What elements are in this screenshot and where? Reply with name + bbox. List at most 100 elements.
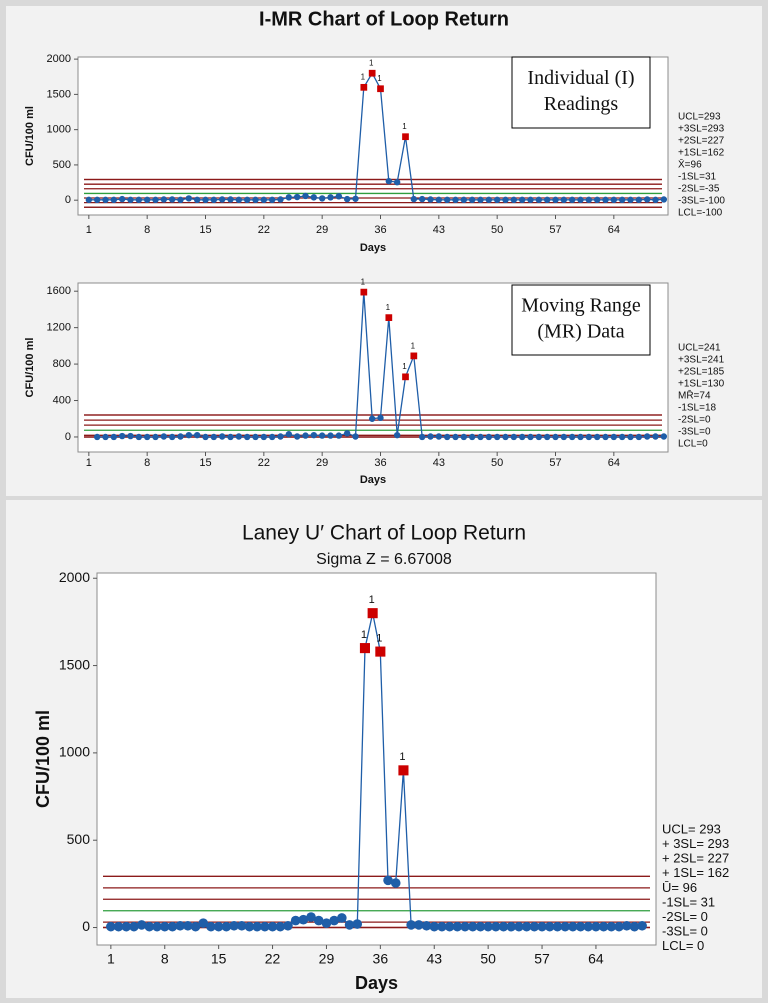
data-point [175,920,185,931]
data-point [152,196,159,204]
data-point [102,433,109,441]
data-point [335,193,343,200]
data-point [160,196,168,203]
data-point [518,196,526,204]
flagged-point [402,373,409,381]
data-point [535,433,543,441]
data-point [577,196,584,204]
y-tick-label: 0 [82,918,90,934]
data-point [552,196,559,204]
flagged-point [385,314,393,321]
control-limit-label: -1SL=31 [678,172,717,183]
data-point [468,433,476,441]
y-tick-label: 500 [53,159,71,171]
flag-label: 1 [361,73,366,82]
control-limit-label: + 1SL= 162 [662,865,729,880]
flagged-point [360,288,368,296]
control-limit-label: LCL=0 [678,439,708,450]
data-point [118,195,126,203]
flag-label: 1 [376,632,382,644]
data-point [444,921,455,932]
data-point [218,433,226,440]
data-point [243,196,251,204]
flag-label: 1 [386,303,391,312]
data-point [85,196,93,204]
data-point [627,196,634,204]
y-tick-label: 500 [67,831,91,847]
data-point [168,196,176,203]
data-point [136,920,147,930]
data-point [227,433,234,441]
flagged-point [398,765,409,776]
data-point [93,196,101,204]
data-point [185,431,193,439]
x-tick-label: 50 [491,224,503,236]
flag-label: 1 [399,751,405,763]
data-point [190,921,201,932]
data-point [144,921,155,932]
control-limit-label: -2SL=0 [678,415,711,426]
data-point [575,921,586,932]
data-point [202,433,209,441]
control-limit-label: + 3SL= 293 [662,836,729,851]
data-point [160,433,168,440]
control-limit-label: LCL=-100 [678,208,723,219]
data-point [106,921,116,932]
data-line [88,71,664,201]
data-point [329,915,339,926]
flag-label: 1 [411,341,416,350]
y-tick-label: 1600 [47,285,71,297]
data-point [460,196,468,204]
x-tick-label: 64 [588,951,604,967]
data-point [268,433,276,441]
data-point [485,433,493,441]
data-point [277,196,284,203]
flag-label: 1 [369,594,375,606]
data-point [643,433,651,440]
data-point [183,920,193,931]
data-point [321,918,332,928]
annotation: Readings [544,93,619,115]
chart-title: Laney U′ Chart of Loop Return [242,522,526,545]
data-point [560,196,568,204]
data-point [527,196,534,204]
data-point [510,433,518,441]
y-axis-label: CFU/100 ml [24,106,36,166]
data-point [652,433,659,440]
data-point [343,430,351,437]
y-tick-label: 2000 [47,53,71,65]
x-tick-label: 8 [144,457,150,469]
data-point [427,196,434,203]
y-tick-label: 1500 [47,88,71,100]
control-limit-label: MR̄=74 [678,389,711,402]
data-point [468,196,476,204]
data-point [560,921,570,932]
flagged-point [367,608,378,619]
control-limit-label: LCL= 0 [662,938,704,953]
data-point [485,196,493,204]
data-point [635,196,643,204]
data-point [477,433,484,441]
data-point [285,194,293,201]
y-tick-label: 2000 [59,569,90,585]
data-point [593,433,601,441]
control-limit-label: -3SL=-100 [678,196,725,207]
data-point [635,433,643,441]
data-point [206,921,216,932]
data-point [127,432,134,440]
data-point [577,433,584,441]
x-tick-label: 36 [374,457,386,469]
data-point [460,921,470,932]
y-axis-label: CFU/100 ml [24,338,36,398]
x-tick-label: 22 [258,457,270,469]
control-limit-label: +2SL=185 [678,367,725,378]
data-point [660,433,668,440]
data-point [352,433,359,440]
x-tick-label: 57 [549,224,561,236]
data-point [290,915,301,926]
data-point [629,921,640,932]
annotation: (MR) Data [537,321,624,343]
x-tick-label: 36 [373,951,389,967]
data-point [252,921,262,932]
